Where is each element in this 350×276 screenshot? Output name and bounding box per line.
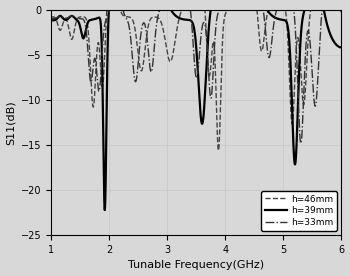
Line: h=46mm: h=46mm <box>51 10 341 150</box>
h=39mm <box>331 39 335 42</box>
h=39mm <box>339 46 343 49</box>
h=33mm <box>108 8 112 11</box>
h=46mm <box>64 18 68 21</box>
h=39mm <box>107 8 111 11</box>
h=46mm <box>216 149 221 152</box>
h=46mm <box>278 8 282 11</box>
h=46mm <box>331 8 335 11</box>
h=33mm <box>299 142 303 145</box>
h=33mm <box>331 8 335 11</box>
h=33mm <box>339 8 343 11</box>
Line: h=39mm: h=39mm <box>51 10 341 210</box>
h=46mm <box>331 8 335 11</box>
X-axis label: Tunable Frequency(GHz): Tunable Frequency(GHz) <box>128 261 265 270</box>
h=39mm <box>64 18 68 22</box>
h=39mm <box>183 18 187 21</box>
h=33mm <box>190 33 195 37</box>
Legend: h=46mm, h=39mm, h=33mm: h=46mm, h=39mm, h=33mm <box>261 191 337 231</box>
h=33mm <box>49 17 54 20</box>
h=46mm <box>49 15 54 18</box>
Y-axis label: S11(dB): S11(dB) <box>6 100 15 145</box>
h=39mm <box>331 39 335 42</box>
h=46mm <box>105 8 109 11</box>
Line: h=33mm: h=33mm <box>51 10 341 143</box>
h=39mm <box>278 18 282 21</box>
h=33mm <box>183 8 187 11</box>
h=46mm <box>339 10 343 14</box>
h=39mm <box>49 19 54 22</box>
h=33mm <box>278 8 282 11</box>
h=39mm <box>191 22 195 25</box>
h=46mm <box>183 8 187 11</box>
h=33mm <box>64 17 68 20</box>
h=33mm <box>331 8 335 11</box>
h=46mm <box>190 8 195 11</box>
h=39mm <box>103 208 107 212</box>
